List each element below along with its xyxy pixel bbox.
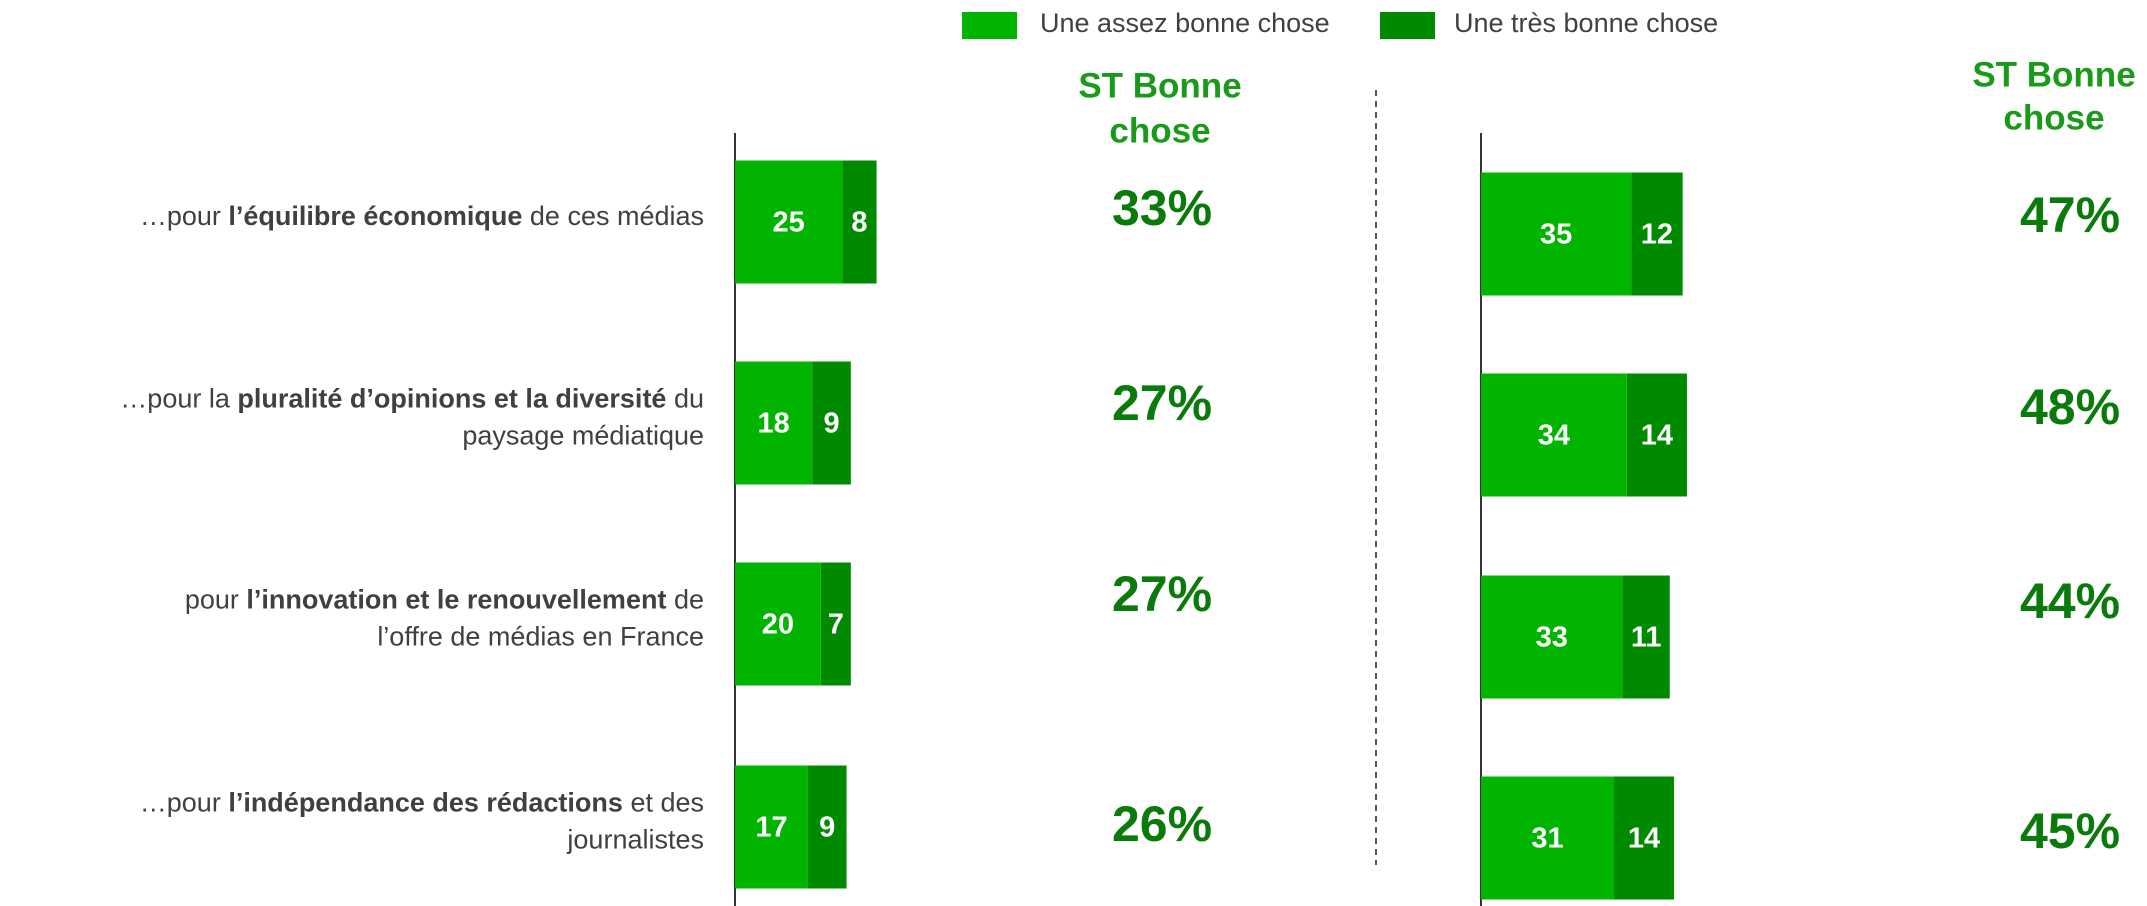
- bar-label: 9: [819, 812, 835, 844]
- bar-label: 17: [755, 812, 787, 844]
- category-text: de: [666, 585, 704, 615]
- bar: [1481, 776, 1614, 900]
- bar-label: 9: [823, 408, 839, 440]
- totals-header: ST Bonne: [1972, 55, 2135, 94]
- bar: [842, 160, 877, 284]
- bar: [820, 562, 851, 686]
- bar: [735, 562, 821, 686]
- totals-header: chose: [2003, 98, 2104, 137]
- category-text: de ces médias: [522, 201, 704, 231]
- category-label: …pour la pluralité d’opinions et la dive…: [120, 384, 704, 414]
- category-label: paysage médiatique: [462, 421, 704, 451]
- bar-label: 14: [1628, 823, 1660, 855]
- bar-label: 20: [762, 609, 794, 641]
- total-label: 27%: [1112, 375, 1212, 431]
- bar-label: 11: [1631, 622, 1662, 654]
- category-text: journalistes: [566, 825, 704, 855]
- legend-swatch: [1380, 12, 1435, 39]
- legend-swatch: [962, 12, 1017, 39]
- bar-label: 14: [1641, 420, 1673, 452]
- bar: [812, 361, 851, 485]
- category-text: du: [666, 384, 704, 414]
- total-label: 33%: [1112, 180, 1212, 236]
- bar: [1613, 776, 1675, 900]
- category-text: …pour la: [120, 384, 237, 414]
- legend-label: Une très bonne chose: [1454, 8, 1718, 38]
- total-label: 44%: [2020, 573, 2120, 629]
- bar-label: 33: [1536, 622, 1568, 654]
- total-label: 48%: [2020, 379, 2120, 435]
- bar: [1631, 172, 1683, 296]
- legend-label: Une assez bonne chose: [1040, 8, 1330, 38]
- bar-label: 34: [1538, 420, 1570, 452]
- bar: [1481, 172, 1632, 296]
- bar-label: 18: [757, 408, 789, 440]
- bar: [807, 765, 847, 889]
- category-text: pluralité d’opinions et la diversité: [237, 384, 666, 414]
- total-label: 45%: [2020, 803, 2120, 859]
- category-label: l’offre de médias en France: [377, 622, 704, 652]
- total-label: 27%: [1112, 566, 1212, 622]
- bar-label: 35: [1540, 219, 1572, 251]
- category-label: …pour l’équilibre économique de ces médi…: [140, 201, 704, 231]
- bar: [1622, 575, 1670, 699]
- bar: [735, 361, 813, 485]
- category-label: …pour l’indépendance des rédactions et d…: [140, 788, 704, 818]
- bar-label: 31: [1531, 823, 1563, 855]
- bar: [735, 765, 808, 889]
- category-label: pour l’innovation et le renouvellement d…: [185, 585, 704, 615]
- totals-header: ST Bonne: [1078, 66, 1241, 105]
- total-label: 26%: [1112, 796, 1212, 852]
- total-label: 47%: [2020, 187, 2120, 243]
- category-text: l’offre de médias en France: [377, 622, 704, 652]
- category-text: et des: [623, 788, 704, 818]
- bar: [1626, 373, 1687, 497]
- bar: [735, 160, 843, 284]
- category-text: …pour: [140, 788, 229, 818]
- category-text: l’équilibre économique: [228, 201, 522, 231]
- category-text: l’indépendance des rédactions: [228, 788, 623, 818]
- bar-label: 8: [851, 207, 867, 239]
- category-text: pour: [185, 585, 247, 615]
- totals-header: chose: [1109, 111, 1210, 150]
- category-text: …pour: [140, 201, 229, 231]
- bar: [1481, 373, 1627, 497]
- category-label: journalistes: [566, 825, 704, 855]
- bar-label: 7: [828, 609, 844, 641]
- category-text: paysage médiatique: [462, 421, 704, 451]
- bar-label: 12: [1641, 219, 1673, 251]
- category-text: l’innovation et le renouvellement: [246, 585, 666, 615]
- bar-label: 25: [772, 207, 804, 239]
- bar: [1481, 575, 1623, 699]
